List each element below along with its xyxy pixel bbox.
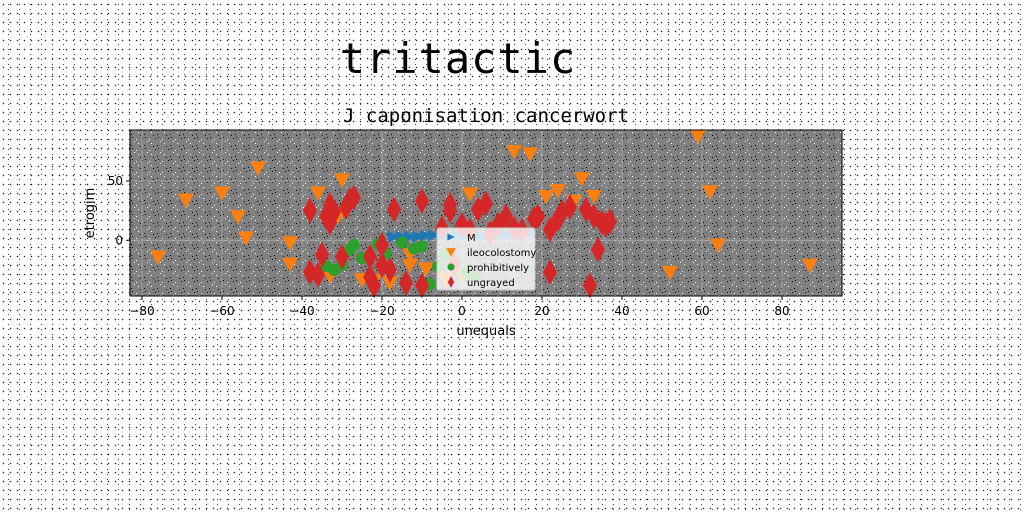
legend-label: prohibitively <box>467 263 529 274</box>
data-point <box>462 187 478 203</box>
legend-label: ungrayed <box>467 278 515 289</box>
data-point <box>327 198 341 225</box>
data-point <box>399 269 413 296</box>
data-point <box>310 186 326 201</box>
data-point <box>383 256 397 283</box>
data-point <box>802 258 818 274</box>
x-tick-label: −40 <box>289 304 314 318</box>
data-point <box>230 210 246 225</box>
data-point <box>238 231 254 246</box>
data-point <box>662 265 678 281</box>
data-point <box>591 236 605 263</box>
data-point <box>702 185 718 200</box>
legend-marker <box>447 276 455 288</box>
data-point <box>367 272 381 299</box>
data-point <box>396 236 408 249</box>
data-point <box>603 208 617 235</box>
y-tick-label: 50 <box>108 174 123 188</box>
legend-marker <box>447 263 455 271</box>
data-point <box>499 203 513 230</box>
x-tick-label: 0 <box>458 304 466 318</box>
data-point <box>574 172 590 187</box>
data-point <box>303 197 317 224</box>
data-point <box>415 188 429 215</box>
data-point <box>347 184 361 211</box>
data-point <box>420 229 432 242</box>
axes-frame <box>129 129 843 297</box>
data-point <box>543 259 557 286</box>
x-tick-label: 40 <box>614 304 629 318</box>
chart-title: J caponisation cancerwort <box>343 105 629 127</box>
data-point <box>583 272 597 299</box>
data-point <box>388 230 400 243</box>
x-axis-label: unequals <box>456 324 516 339</box>
data-point <box>348 239 360 252</box>
data-point <box>418 262 434 277</box>
data-point <box>315 241 329 268</box>
axes: −80 −60 −40 −20 0 20 40 60 80 0 50 <box>108 129 843 318</box>
data-point <box>538 190 554 205</box>
data-point <box>522 147 538 162</box>
legend-label: ileocolostomy <box>467 248 536 259</box>
data-point <box>506 144 522 160</box>
data-point <box>363 243 377 270</box>
data-point <box>550 184 566 199</box>
data-point <box>443 191 457 218</box>
data-point <box>382 276 398 291</box>
x-tick-label: −20 <box>369 304 394 318</box>
data-point <box>282 257 298 272</box>
data-point <box>375 232 389 259</box>
data-point <box>690 129 706 144</box>
data-point <box>415 272 429 299</box>
y-tick-label: 0 <box>115 233 123 247</box>
data-point <box>387 196 401 223</box>
data-point <box>586 190 602 205</box>
data-point <box>150 250 166 265</box>
data-point <box>402 258 418 274</box>
data-point <box>531 203 545 230</box>
data-point <box>710 238 726 254</box>
x-tick-label: 60 <box>694 304 709 318</box>
data-point <box>178 193 194 208</box>
data-point <box>311 261 325 288</box>
data-point <box>412 230 424 243</box>
data-point <box>563 194 577 221</box>
data-point <box>416 240 428 253</box>
y-axis-label: etrogim <box>83 188 98 239</box>
x-tick-label: −60 <box>209 304 234 318</box>
data-point <box>334 173 350 188</box>
legend-marker <box>447 233 455 241</box>
data-point <box>214 186 230 201</box>
legend-marker <box>446 248 456 257</box>
legend-label: M <box>467 233 476 244</box>
legend-box <box>436 227 536 291</box>
data-point <box>282 236 298 251</box>
x-tick-label: 80 <box>774 304 789 318</box>
data-point <box>335 243 349 270</box>
x-tick-label: 20 <box>534 304 549 318</box>
figure-suptitle: tritactic <box>339 34 577 83</box>
data-point <box>428 229 440 242</box>
data-point <box>250 161 266 176</box>
x-tick-label: −80 <box>129 304 154 318</box>
data-point <box>479 190 493 217</box>
